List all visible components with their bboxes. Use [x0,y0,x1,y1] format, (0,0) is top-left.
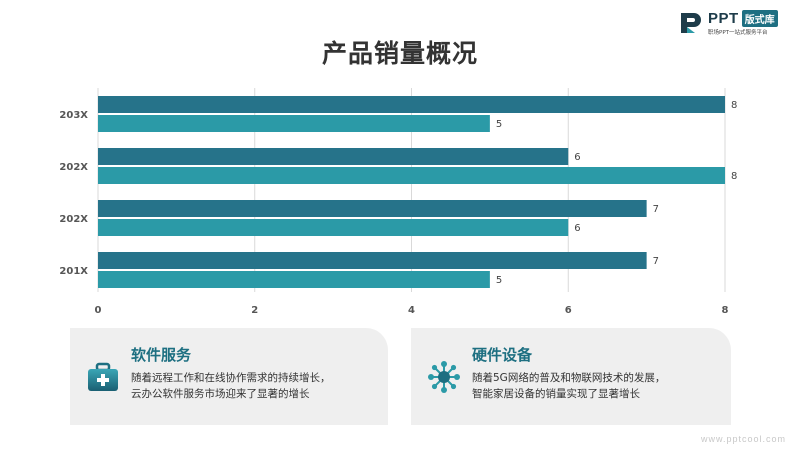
x-tick-label: 6 [565,305,572,316]
category-label: 202X [59,214,88,225]
bar [98,219,569,236]
card-text-line: 云办公软件服务市场迎来了显著的增长 [131,388,310,400]
network-hub-icon [427,360,461,394]
card-text: 随着远程工作和在线协作需求的持续增长， 云办公软件服务市场迎来了显著的增长 [131,370,331,402]
data-label: 6 [574,152,580,163]
data-label: 8 [731,100,737,111]
data-label: 5 [496,275,502,286]
medical-kit-icon [86,360,120,394]
bar [98,200,647,217]
x-tick-label: 8 [722,305,729,316]
x-tick-label: 2 [251,305,258,316]
data-label: 6 [574,223,580,234]
category-label: 201X [59,266,88,277]
bar-chart: 0 2 4 6 8 8 5 203X 6 8 202X 7 6 202X 7 5 201X [59,88,737,316]
card-text: 随着5G网络的普及和物联网技术的发展， 智能家居设备的销量实现了显著增长 [472,370,665,402]
data-label: 7 [653,204,659,215]
card-text-line: 智能家居设备的销量实现了显著增长 [472,388,640,400]
card-text-line: 随着远程工作和在线协作需求的持续增长， [131,372,331,384]
card-title: 软件服务 [131,346,192,364]
data-label: 5 [496,119,502,130]
bar [98,252,647,269]
footer-url: www.pptcool.com [700,434,786,444]
logo-badge: 版式库 [741,10,778,27]
page-title: 产品销量概况 [321,39,478,68]
bar [98,148,569,165]
card-software: 软件服务 随着远程工作和在线协作需求的持续增长， 云办公软件服务市场迎来了显著的… [70,328,388,425]
x-tick-label: 4 [408,305,415,316]
card-text-line: 随着5G网络的普及和物联网技术的发展， [472,372,666,384]
bar [98,167,725,184]
x-tick-label: 0 [95,305,102,316]
data-label: 8 [731,171,737,182]
category-label: 202X [59,162,88,173]
card-hardware: 硬件设备 随着5G网络的普及和物联网技术的发展， 智能家居设备的销量实现了显著增… [411,328,731,425]
logo-name: PPT [708,10,739,27]
bar [98,115,490,132]
card-title: 硬件设备 [472,346,533,364]
brand-logo: PPT 版式库 职场PPT一站式服务平台 [678,10,778,36]
data-label: 7 [653,256,659,267]
bar [98,96,725,113]
category-label: 203X [59,110,88,121]
logo-tagline: 职场PPT一站式服务平台 [708,30,768,36]
logo-mark-icon [678,10,704,36]
bar [98,271,490,288]
